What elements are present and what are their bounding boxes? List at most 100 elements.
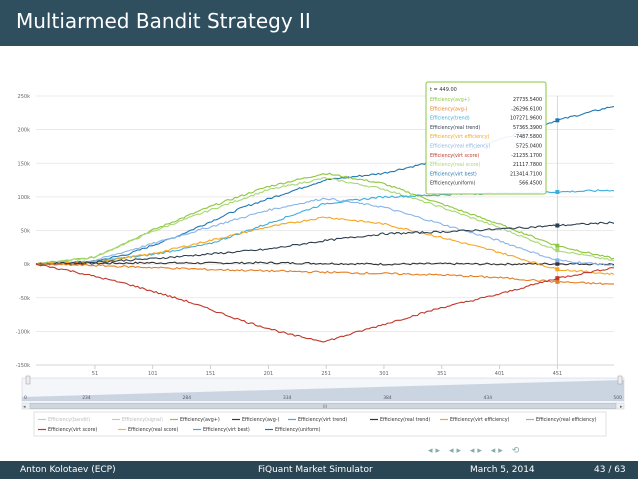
y-tick-label: 50k bbox=[21, 229, 30, 235]
tooltip-value: 107271.9600 bbox=[510, 116, 542, 122]
footer-page: 43 / 63 bbox=[594, 465, 626, 475]
navigator-tick-label: 334 bbox=[283, 395, 292, 401]
tooltip-label: Efficiency(trend) bbox=[430, 116, 470, 122]
y-tick-label: 0k bbox=[24, 262, 30, 268]
series-line bbox=[35, 197, 615, 267]
x-tick-label: 351 bbox=[437, 371, 447, 377]
series-marker bbox=[555, 267, 560, 272]
beamer-navigation[interactable]: ◂▸ ◂▸ ◂▸ ◂▸ ⟲ bbox=[428, 446, 522, 456]
tooltip-value: 213414.7100 bbox=[510, 171, 542, 177]
series-line bbox=[35, 172, 615, 265]
series-marker bbox=[555, 276, 560, 281]
series-line bbox=[35, 262, 615, 343]
navigator-range-start: 0 bbox=[24, 395, 27, 401]
tooltip-box bbox=[425, 81, 547, 195]
x-tick-label: 151 bbox=[206, 371, 216, 377]
y-tick-label: 250k bbox=[18, 94, 31, 100]
tooltip-value: 566.4500 bbox=[519, 181, 542, 187]
y-tick-label: 150k bbox=[18, 161, 31, 167]
navigator-range-end: 500 bbox=[613, 395, 622, 401]
legend-item: Efficiency(virt trend) bbox=[298, 417, 347, 423]
x-tick-label: 251 bbox=[321, 371, 331, 377]
scrollbar-grip: III bbox=[323, 404, 327, 409]
series-line bbox=[35, 261, 615, 266]
series-marker bbox=[555, 243, 560, 248]
navigator-right-handle bbox=[617, 375, 623, 385]
tooltip-value: 21117.7800 bbox=[513, 162, 542, 168]
nav-search-icon[interactable]: ⟲ bbox=[511, 446, 523, 456]
tooltip-label: Efficiency(uniform) bbox=[430, 181, 476, 187]
series-marker bbox=[555, 248, 560, 253]
tooltip-value: -21235.1700 bbox=[511, 153, 542, 159]
y-tick-label: -100k bbox=[16, 329, 30, 335]
tooltip-value: 27735.5400 bbox=[513, 97, 542, 103]
tooltip-value: -7487.5800 bbox=[514, 134, 542, 140]
legend-item: Efficiency(signal) bbox=[122, 417, 163, 423]
legend-item: Efficiency(uniform) bbox=[275, 427, 321, 433]
series-marker bbox=[555, 223, 560, 228]
legend-item: Efficiency(real efficiency) bbox=[536, 417, 597, 423]
scroll-left-icon: ◂ bbox=[23, 404, 26, 410]
series-line bbox=[35, 177, 615, 266]
tooltip-label: Efficiency(virt efficiency) bbox=[430, 134, 490, 140]
nav-section-icon[interactable]: ◂▸ bbox=[469, 446, 485, 456]
tooltip-label: Efficiency(real score) bbox=[430, 162, 480, 168]
efficiency-chart[interactable]: 250k 200k 150k 100k 50k 0k -50k -100k -150k 51 101… bbox=[0, 46, 638, 461]
series-line bbox=[35, 221, 615, 266]
legend-item: Efficiency(real score) bbox=[128, 427, 178, 433]
navigator-left-handle bbox=[25, 375, 31, 385]
tooltip-value: 57365.3900 bbox=[513, 125, 542, 131]
x-tick-label: 201 bbox=[264, 371, 274, 377]
slide-title: Multiarmed Bandit Strategy II bbox=[16, 9, 311, 33]
scroll-right-icon: ▸ bbox=[620, 404, 623, 410]
tooltip-value: -26296.6100 bbox=[511, 106, 542, 112]
y-tick-label: 200k bbox=[18, 128, 31, 134]
y-tick-label: -50k bbox=[19, 296, 30, 302]
series-line bbox=[35, 262, 615, 285]
navigator-tick-label: 284 bbox=[183, 395, 192, 401]
navigator-tick-label: 384 bbox=[383, 395, 392, 401]
x-tick-label: 101 bbox=[148, 371, 158, 377]
footer-date: March 5, 2014 bbox=[470, 465, 535, 475]
series-marker bbox=[555, 189, 560, 194]
tooltip-header: t = 449.00 bbox=[430, 87, 457, 93]
slide-title-bar: Multiarmed Bandit Strategy II bbox=[0, 0, 638, 46]
tooltip-label: Efficiency(real trend) bbox=[430, 125, 480, 131]
tooltip-label: Efficiency(virt score) bbox=[430, 153, 479, 159]
series-marker bbox=[555, 261, 560, 266]
legend-item: Efficiency(bandit) bbox=[48, 417, 90, 423]
scrollbar-thumb bbox=[29, 403, 617, 409]
series-marker bbox=[555, 279, 560, 284]
y-tick-label: 100k bbox=[18, 195, 31, 201]
nav-left-icon[interactable]: ◂ bbox=[428, 446, 436, 456]
navigator-tick-label: 234 bbox=[82, 395, 91, 401]
series-line bbox=[35, 216, 615, 276]
legend-item: Efficiency(virt best) bbox=[203, 427, 250, 433]
tooltip-label: Efficiency(avg-) bbox=[430, 106, 468, 112]
navigator-area bbox=[22, 380, 624, 401]
nav-right-icon[interactable]: ▸ bbox=[435, 446, 444, 456]
x-tick-label: 451 bbox=[553, 371, 563, 377]
legend-item: Efficiency(real trend) bbox=[380, 417, 430, 423]
tooltip-label: Efficiency(virt best) bbox=[430, 171, 477, 177]
footer-presentation: FiQuant Market Simulator bbox=[258, 465, 373, 475]
series-marker bbox=[555, 118, 560, 123]
tooltip-label: Efficiency(real efficiency) bbox=[430, 144, 491, 150]
legend-item: Efficiency(virt efficiency) bbox=[450, 417, 510, 423]
legend-item: Efficiency(virt score) bbox=[48, 427, 97, 433]
navigator-tick-label: 434 bbox=[484, 395, 493, 401]
slide-footer: Anton Kolotaev (ECP) FiQuant Market Simu… bbox=[0, 461, 638, 479]
tooltip-value: 5725.0400 bbox=[516, 144, 542, 150]
series-marker bbox=[555, 258, 560, 263]
nav-subsection-icon[interactable]: ◂▸ bbox=[490, 446, 506, 456]
x-tick-label: 401 bbox=[495, 371, 505, 377]
nav-frame-icon[interactable]: ◂▸ bbox=[448, 446, 464, 456]
tooltip-label: Efficiency(avg+) bbox=[430, 97, 470, 103]
legend-item: Efficiency(avg-) bbox=[242, 417, 280, 423]
x-tick-label: 51 bbox=[92, 371, 98, 377]
x-tick-label: 301 bbox=[379, 371, 389, 377]
legend-box bbox=[33, 411, 607, 437]
footer-author: Anton Kolotaev (ECP) bbox=[20, 465, 116, 475]
legend-item: Efficiency(avg+) bbox=[180, 417, 220, 423]
y-tick-label: -150k bbox=[16, 363, 30, 369]
